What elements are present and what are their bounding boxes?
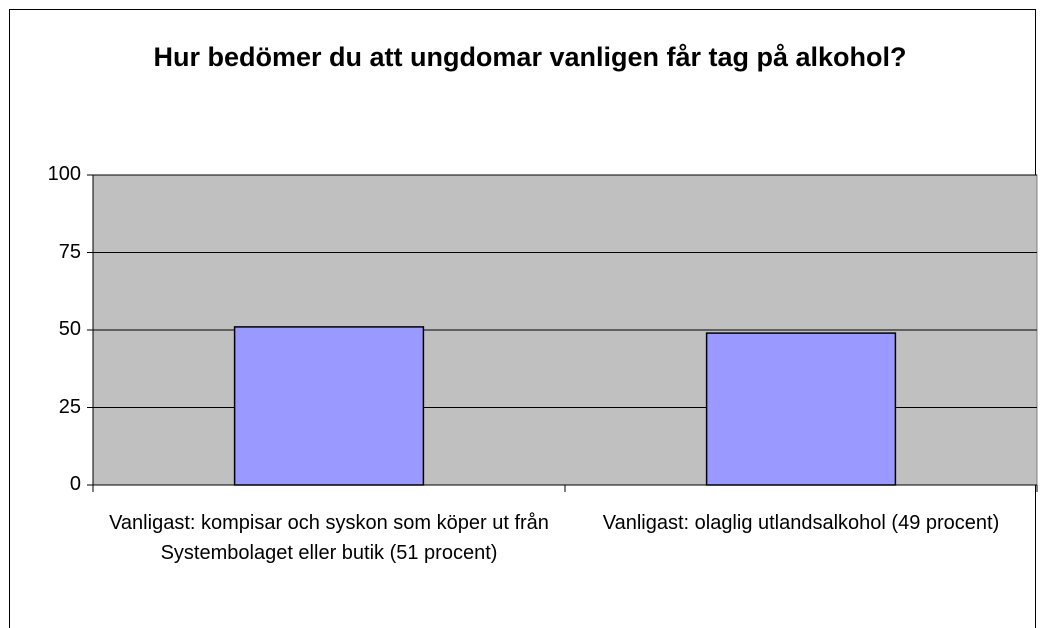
- y-tick-label: 75: [58, 240, 81, 263]
- bar: [233, 326, 425, 486]
- x-tick-label: Vanligast: olaglig utlandsalkohol (49 pr…: [602, 512, 1000, 534]
- x-tick-label: Vanligast: kompisar och syskon som köper…: [109, 512, 549, 564]
- y-tick-label: 50: [58, 318, 81, 340]
- chart-title: Hur bedömer du att ungdomar vanligen får…: [153, 42, 907, 72]
- y-tick-label: 100: [47, 163, 81, 185]
- y-tick-label: 0: [69, 473, 81, 495]
- y-tick-label: 25: [58, 395, 81, 418]
- bar: [705, 332, 897, 486]
